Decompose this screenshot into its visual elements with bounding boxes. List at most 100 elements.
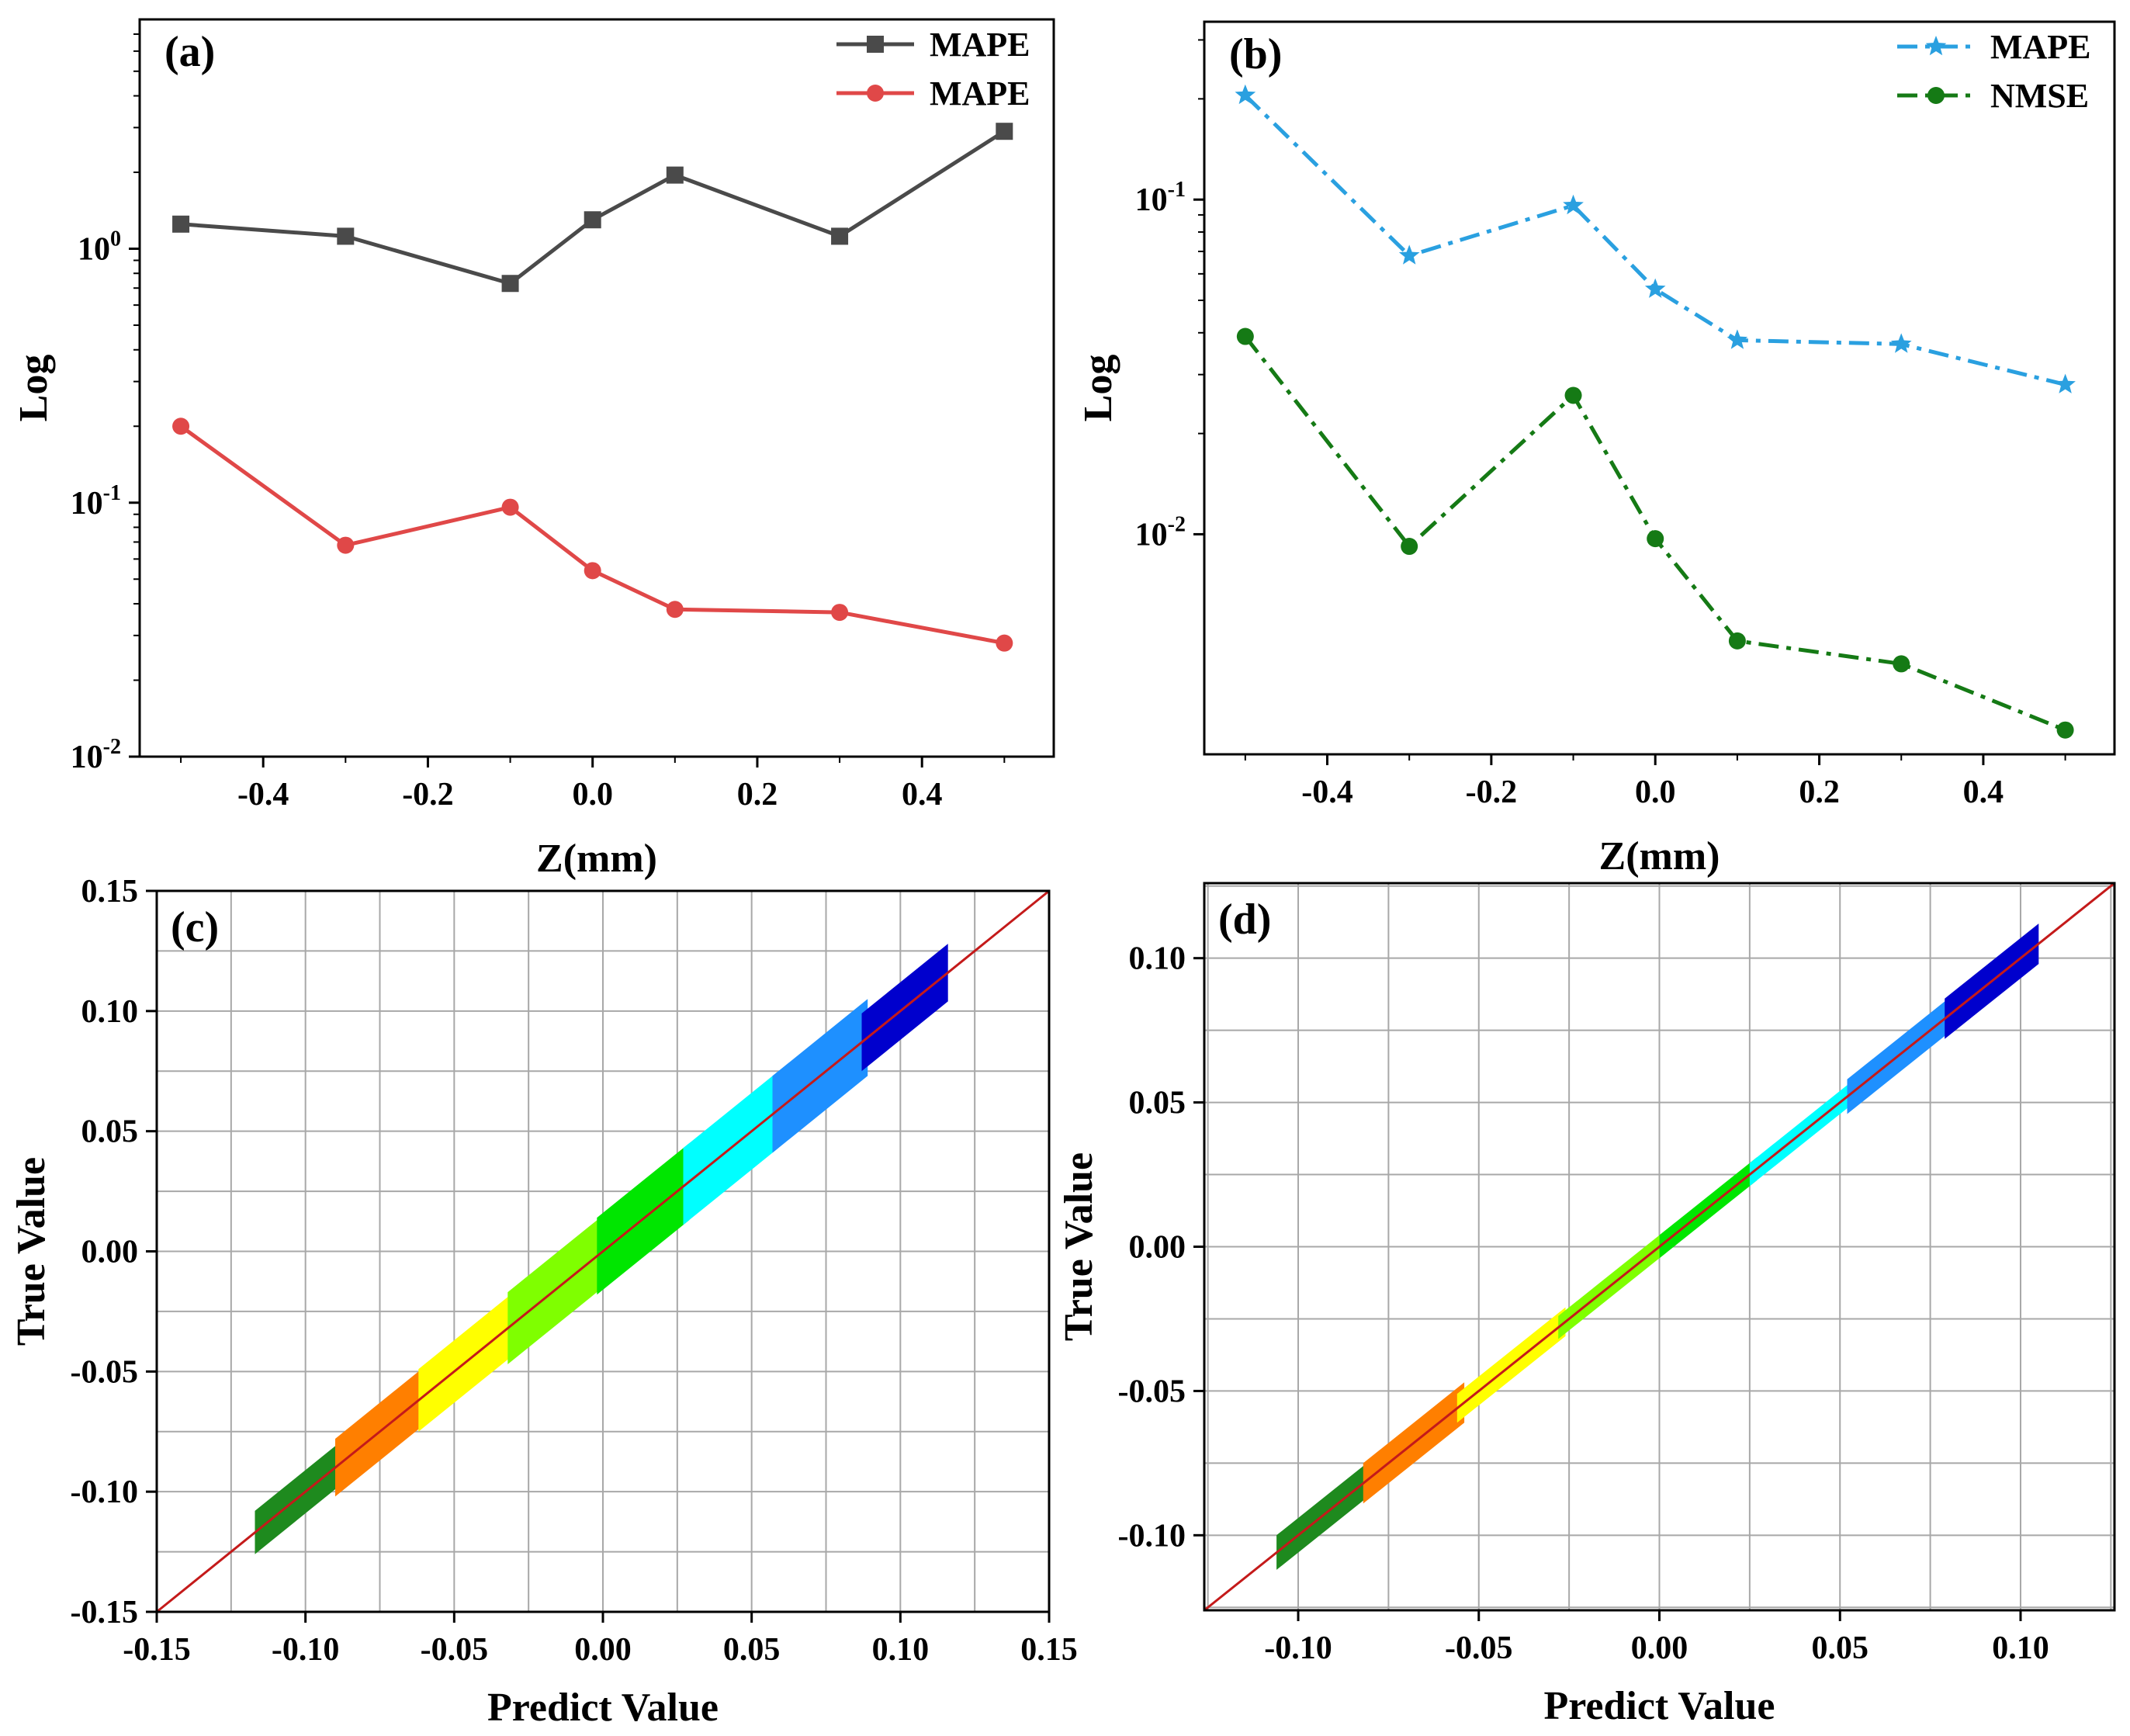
legend: MAPE NMSE bbox=[1897, 28, 2091, 115]
y-tick-label: 10-1 bbox=[1135, 178, 1186, 218]
panel-b: -0.4 -0.2 0.0 0.2 0.410-210-1MAPENMSE(b)Z(mm… bbox=[1076, 20, 2116, 878]
y-tick-label: -0.05 bbox=[1118, 1374, 1186, 1409]
star-marker bbox=[1235, 84, 1256, 105]
y-tick-label: 0.00 bbox=[81, 1235, 139, 1270]
y-tick-base: 10 bbox=[1135, 182, 1168, 218]
star-marker bbox=[2055, 373, 2076, 393]
x-tick-label: -0.2 bbox=[1466, 774, 1518, 810]
series-1 bbox=[1235, 84, 2076, 393]
x-tick-label: -0.2 bbox=[402, 777, 454, 813]
panel-a: -0.4 -0.2 0.0 0.2 0.410-210-1100MAPEMAPE(a)Z… bbox=[12, 18, 1055, 881]
panel-label: (a) bbox=[165, 28, 215, 76]
series-2 bbox=[1236, 327, 2074, 739]
panel-c: -0.15 -0.10 -0.05 0.00 0.05 0.10 0.15 -0.15 -0.1… bbox=[9, 874, 1078, 1730]
star-marker bbox=[1563, 194, 1584, 215]
x-tick-label: 0.05 bbox=[1811, 1630, 1869, 1666]
panel-label: (c) bbox=[171, 903, 219, 951]
y-tick-base: 10 bbox=[71, 740, 103, 775]
x-tick-label: -0.4 bbox=[237, 777, 289, 813]
y-tick-label: 10-2 bbox=[71, 735, 121, 775]
x-tick-label: 0.05 bbox=[723, 1632, 781, 1668]
y-tick-label: -0.10 bbox=[71, 1474, 139, 1510]
panel-label: (b) bbox=[1229, 30, 1282, 78]
legend-label: MAPE bbox=[930, 74, 1030, 113]
circle-marker bbox=[337, 536, 355, 554]
x-tick-label: 0.10 bbox=[1992, 1630, 2049, 1666]
x-axis-title: Z(mm) bbox=[1599, 834, 1720, 878]
series-1 bbox=[172, 123, 1013, 293]
circle-marker bbox=[1564, 386, 1582, 404]
x-tick-label: 0.0 bbox=[572, 777, 613, 813]
x-tick-label: -0.10 bbox=[1264, 1630, 1332, 1666]
y-axis-title: True Value bbox=[9, 1157, 54, 1346]
y-tick-base: 10 bbox=[71, 486, 103, 521]
legend: MAPE MAPE bbox=[836, 26, 1030, 113]
reference-line-y-equals-x bbox=[1204, 882, 2115, 1612]
x-tick-label: -0.15 bbox=[123, 1632, 191, 1668]
legend-label: MAPE bbox=[1990, 28, 2091, 66]
square-marker bbox=[867, 36, 884, 53]
circle-marker bbox=[1893, 655, 1910, 673]
square-marker bbox=[996, 123, 1013, 140]
y-tick-label: 0.10 bbox=[81, 994, 139, 1030]
x-tick-label: 0.10 bbox=[872, 1632, 930, 1668]
x-axis-title: Predict Value bbox=[1543, 1684, 1775, 1728]
star-marker bbox=[1727, 329, 1748, 349]
panel-d: -0.10 -0.05 0.00 0.05 0.10 -0.10 -0.05 0.00 0.05… bbox=[1057, 882, 2116, 1728]
circle-marker bbox=[501, 498, 519, 516]
square-marker bbox=[666, 166, 684, 184]
x-tick-label: -0.05 bbox=[421, 1632, 489, 1668]
y-tick-label: 10-1 bbox=[71, 481, 121, 521]
y-axis-title: True Value bbox=[1057, 1152, 1101, 1341]
x-tick-label: 0.00 bbox=[1631, 1630, 1688, 1666]
y-tick-label: -0.05 bbox=[71, 1354, 139, 1390]
y-tick-exponent: -2 bbox=[103, 735, 121, 759]
reference-line-y-equals-x bbox=[156, 889, 1050, 1613]
y-tick-label: -0.15 bbox=[71, 1595, 139, 1630]
y-tick-label: -0.10 bbox=[1118, 1518, 1186, 1554]
x-tick-label: 0.00 bbox=[574, 1632, 632, 1668]
y-tick-exponent: -2 bbox=[1168, 512, 1186, 536]
y-tick-label: 0.10 bbox=[1129, 941, 1186, 977]
y-tick-label: 0.00 bbox=[1129, 1230, 1186, 1266]
x-tick-label: 0.2 bbox=[737, 777, 778, 813]
plot-frame bbox=[1203, 882, 2116, 1612]
star-marker bbox=[1644, 278, 1666, 298]
circle-marker bbox=[1401, 538, 1418, 556]
y-tick-label: 100 bbox=[78, 227, 121, 268]
plot-frame bbox=[1203, 20, 2116, 756]
y-tick-exponent: -1 bbox=[1168, 178, 1186, 202]
y-axis-title: Log bbox=[1076, 355, 1120, 422]
star-marker bbox=[1398, 244, 1420, 265]
square-marker bbox=[337, 227, 355, 245]
square-marker bbox=[501, 275, 519, 293]
x-tick-label: 0.2 bbox=[1799, 774, 1840, 810]
circle-marker bbox=[996, 634, 1013, 652]
x-axis-title: Predict Value bbox=[487, 1686, 719, 1730]
y-tick-label: 0.15 bbox=[81, 874, 139, 910]
legend-label: MAPE bbox=[930, 26, 1030, 64]
legend-label: NMSE bbox=[1990, 77, 2089, 115]
y-tick-label: 10-2 bbox=[1135, 512, 1186, 553]
circle-marker bbox=[1728, 632, 1746, 650]
circle-marker bbox=[2056, 721, 2074, 739]
x-tick-label: -0.4 bbox=[1301, 774, 1353, 810]
circle-marker bbox=[666, 601, 684, 619]
plot-frame bbox=[138, 18, 1055, 758]
star-marker bbox=[1925, 36, 1947, 56]
y-tick-exponent: 0 bbox=[110, 227, 121, 251]
y-tick-base: 10 bbox=[78, 232, 110, 268]
x-axis-title: Z(mm) bbox=[536, 837, 657, 881]
y-tick-label: 0.05 bbox=[1129, 1086, 1186, 1121]
x-tick-label: 0.0 bbox=[1635, 774, 1676, 810]
x-tick-label: -0.10 bbox=[272, 1632, 340, 1668]
square-marker bbox=[584, 211, 601, 229]
plot-frame bbox=[155, 889, 1051, 1613]
circle-marker bbox=[1236, 327, 1254, 345]
y-tick-base: 10 bbox=[1135, 517, 1168, 553]
y-tick-label: 0.05 bbox=[81, 1114, 139, 1150]
x-tick-label: 0.4 bbox=[902, 777, 943, 813]
star-marker bbox=[1890, 333, 1912, 353]
x-tick-label: 0.4 bbox=[1963, 774, 2004, 810]
